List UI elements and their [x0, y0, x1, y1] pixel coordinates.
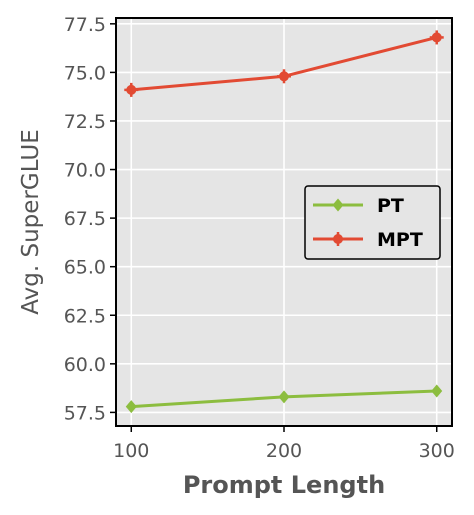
y-tick-label: 72.5 [64, 111, 106, 133]
y-tick-label: 62.5 [64, 305, 106, 327]
legend-item-pt: PT [313, 195, 404, 217]
x-tick-label: 200 [266, 440, 302, 462]
data-point-pt [431, 384, 443, 398]
data-point-mpt [277, 69, 291, 84]
legend-label: PT [377, 195, 404, 217]
y-tick-label: 57.5 [64, 402, 106, 424]
legend-label: MPT [377, 229, 423, 251]
y-axis-label: Avg. SuperGLUE [18, 129, 44, 314]
y-tick-label: 65.0 [64, 257, 106, 279]
legend: PT MPT [304, 185, 441, 260]
y-tick-label: 70.0 [64, 160, 106, 182]
y-tick-label: 77.5 [64, 14, 106, 36]
data-point-pt [125, 400, 137, 414]
x-axis-label: Prompt Length [183, 471, 385, 499]
legend-marker [332, 198, 344, 212]
y-tick-label: 60.0 [64, 354, 106, 376]
y-tick-label: 67.5 [64, 208, 106, 230]
x-tick-label: 100 [113, 440, 149, 462]
legend-item-mpt: MPT [313, 229, 423, 251]
x-tick-label: 300 [419, 440, 455, 462]
data-point-pt [278, 390, 290, 404]
data-point-mpt [124, 82, 139, 97]
y-tick-label: 75.0 [64, 62, 106, 84]
axis-ticks: 57.5 60.0 62.5 65.0 67.5 70.0 72.5 75.0 77.5 100 2… [64, 14, 455, 462]
series-layer [124, 30, 444, 414]
data-point-mpt [429, 30, 444, 45]
